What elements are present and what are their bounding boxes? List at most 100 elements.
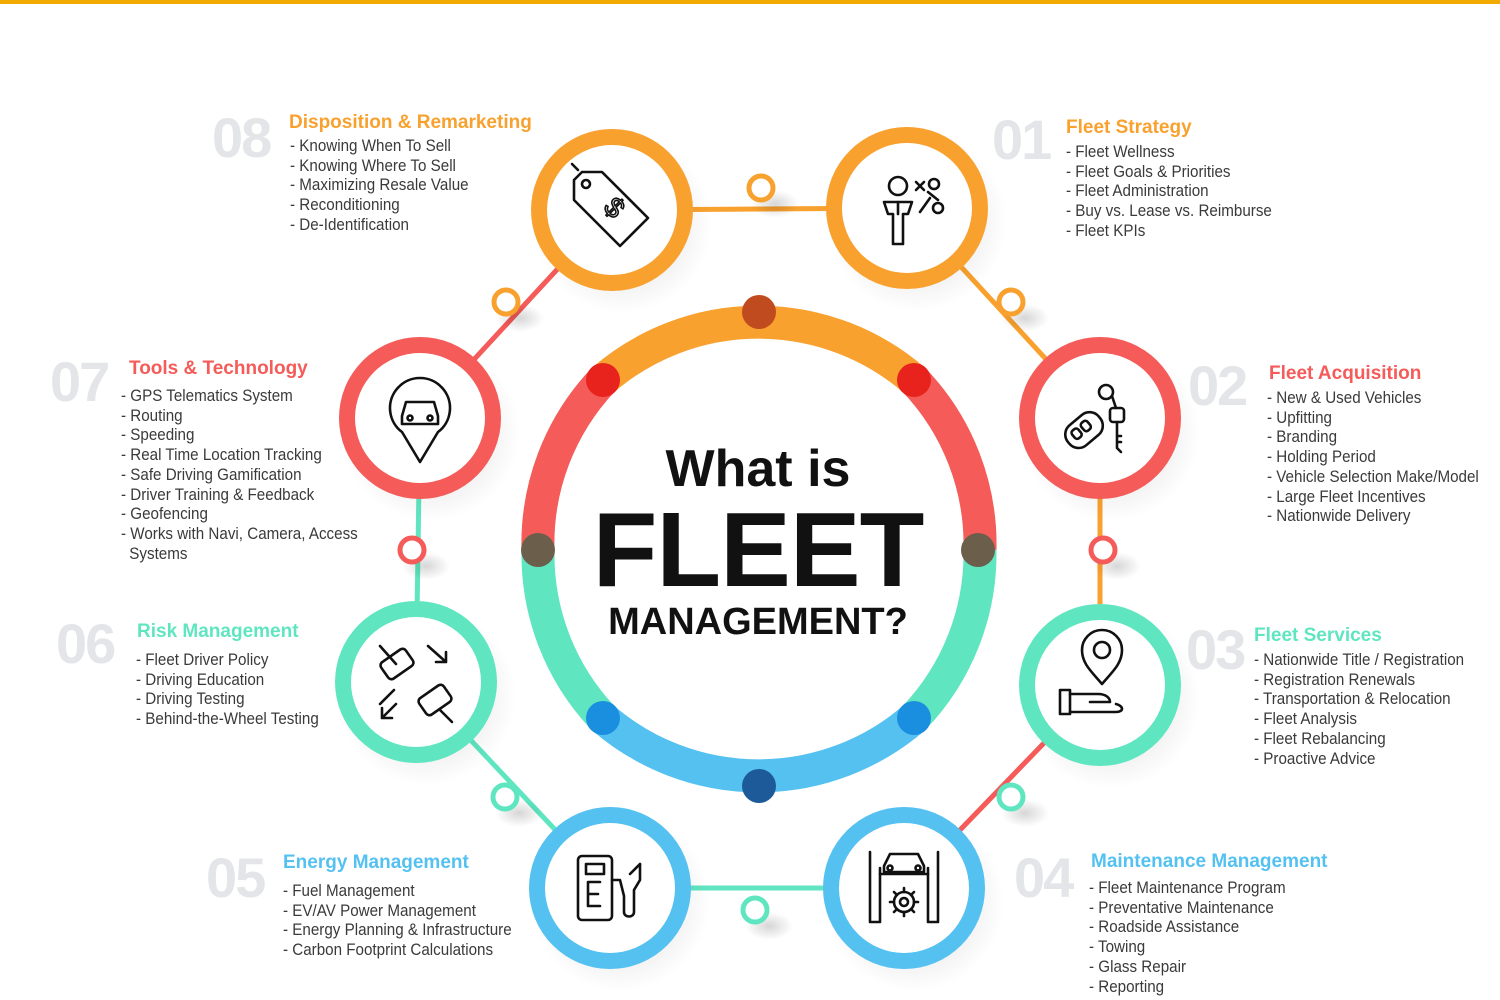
section-item: - Geofencing (121, 505, 208, 524)
section-item: - Registration Renewals (1254, 670, 1416, 689)
section-number: 06 (56, 612, 116, 675)
ring-dot-upper-left (586, 363, 620, 397)
section-item: - Driving Education (136, 670, 265, 689)
section-item: - Nationwide Title / Registration (1254, 651, 1465, 669)
section-item: - Fleet Maintenance Program (1089, 879, 1286, 897)
section-item: - Reporting (1089, 977, 1165, 996)
section-item-list: - New & Used Vehicles - Upfitting - Brandi… (1267, 389, 1479, 527)
car-collision-icon (378, 644, 454, 724)
section-item: - Fleet Goals & Priorities (1066, 162, 1231, 181)
ring-arc-teal-right (901, 549, 997, 730)
ring-dot-lower-left (586, 701, 620, 735)
section-item: - Large Fleet Incentives (1267, 487, 1426, 506)
section-item: - Speeding (121, 426, 195, 445)
section-title: Maintenance Management (1091, 851, 1328, 872)
section-item: - Safe Driving Gamification (121, 465, 302, 484)
section-item: - Roadside Assistance (1089, 918, 1240, 937)
connector-node (1088, 535, 1118, 565)
section-number: 02 (1188, 354, 1248, 417)
ring-arc-red-left (521, 368, 616, 551)
section-item: - Reconditioning (290, 196, 400, 215)
section-item: Systems (129, 544, 188, 563)
section-title: Fleet Strategy (1066, 117, 1192, 138)
section-item: - Transportation & Relocation (1254, 690, 1451, 709)
section-item: - Knowing When To Sell (290, 137, 451, 155)
connector-node (490, 782, 520, 812)
section-item: - Holding Period (1267, 448, 1376, 467)
section-item: - Preventative Maintenance (1089, 898, 1274, 917)
section-item: - Fleet Administration (1066, 182, 1209, 201)
section-circle-inner (545, 823, 675, 953)
ring-dot-lower-right (897, 701, 931, 735)
section-item: - Branding (1267, 428, 1338, 447)
section-item: - Maximizing Resale Value (290, 176, 469, 195)
section-title: Risk Management (137, 621, 299, 642)
section-item: - Upfitting (1267, 408, 1332, 427)
section-item: - Routing (121, 406, 183, 425)
section-item: - Glass Repair (1089, 957, 1187, 976)
section-item-list: - Nationwide Title / Registration - Regis… (1254, 651, 1464, 769)
center-title-line1: What is (665, 440, 851, 498)
section-item: - Proactive Advice (1254, 749, 1376, 768)
connector-node (740, 895, 770, 925)
section-item: - Buy vs. Lease vs. Reimburse (1066, 202, 1272, 221)
car-location-pin-icon (388, 376, 452, 464)
section-item: - New & Used Vehicles (1267, 389, 1422, 407)
ring-arc-red-right (901, 368, 997, 551)
section-item: - Energy Planning & Infrastructure (283, 921, 512, 940)
section-item: - Driver Training & Feedback (121, 485, 315, 504)
section-item-list: - Knowing When To Sell - Knowing Where To… (290, 137, 469, 236)
section-number: 08 (212, 106, 272, 169)
car-lift-gear-icon (868, 850, 940, 924)
section-item: - Real Time Location Tracking (121, 446, 322, 465)
section-item: - Fleet KPIs (1066, 221, 1146, 240)
connector-node (996, 287, 1026, 317)
section-circle-inner (355, 353, 485, 483)
section-item: - Nationwide Delivery (1267, 507, 1411, 526)
connector-node (996, 782, 1026, 812)
connector-node (491, 287, 521, 317)
connector-node (746, 173, 776, 203)
section-item: - EV/AV Power Management (283, 901, 476, 920)
section-item: - Fleet Analysis (1254, 710, 1357, 729)
section-item: - Works with Navi, Camera, Access (121, 524, 358, 543)
car-keys-icon (1063, 383, 1126, 454)
section-item-list: - GPS Telematics System - Routing - Speedi… (121, 387, 358, 564)
section-title: Energy Management (283, 852, 469, 873)
section-number: 07 (50, 350, 110, 413)
fuel-pump-icon (576, 854, 642, 922)
section-item-list: - Fleet Maintenance Program - Preventativ… (1089, 879, 1286, 997)
ring-arc-teal-left (521, 549, 616, 730)
section-number: 04 (1014, 846, 1074, 909)
section-item: - Knowing Where To Sell (290, 156, 456, 175)
section-title: Fleet Acquisition (1269, 363, 1422, 384)
center-title-line2: FLEET (592, 491, 925, 609)
section-circle-inner (547, 145, 677, 275)
section-number: 05 (206, 846, 266, 909)
center-title-line3: MANAGEMENT? (608, 601, 908, 643)
section-title: Fleet Services (1254, 625, 1382, 646)
section-title: Disposition & Remarketing (289, 112, 532, 133)
top-accent-bar (0, 0, 1500, 4)
section-item: - Behind-the-Wheel Testing (136, 710, 319, 729)
connector-node (397, 535, 427, 565)
section-item: - De-Identification (290, 215, 409, 234)
ring-dot-bottom (742, 769, 776, 803)
section-item: - Fleet Rebalancing (1254, 729, 1386, 748)
ring-dot-left (521, 533, 555, 567)
section-item: - Carbon Footprint Calculations (283, 941, 494, 960)
section-item-list: - Fleet Wellness - Fleet Goals & Prioriti… (1066, 143, 1272, 242)
section-circle-inner (842, 143, 972, 273)
connector-nodes (397, 173, 1118, 925)
section-item-list: - Fleet Driver Policy - Driving Education… (136, 651, 319, 730)
ring-dot-top (742, 295, 776, 329)
section-item-list: - Fuel Management - EV/AV Power Managemen… (283, 882, 512, 961)
center-ring (521, 295, 997, 803)
hand-location-pin-icon (1058, 628, 1124, 716)
ring-dot-upper-right (897, 363, 931, 397)
ring-dot-right (961, 533, 995, 567)
center-disk (539, 330, 979, 770)
section-item: - Fleet Wellness (1066, 143, 1175, 161)
section-circle-inner (351, 617, 481, 747)
